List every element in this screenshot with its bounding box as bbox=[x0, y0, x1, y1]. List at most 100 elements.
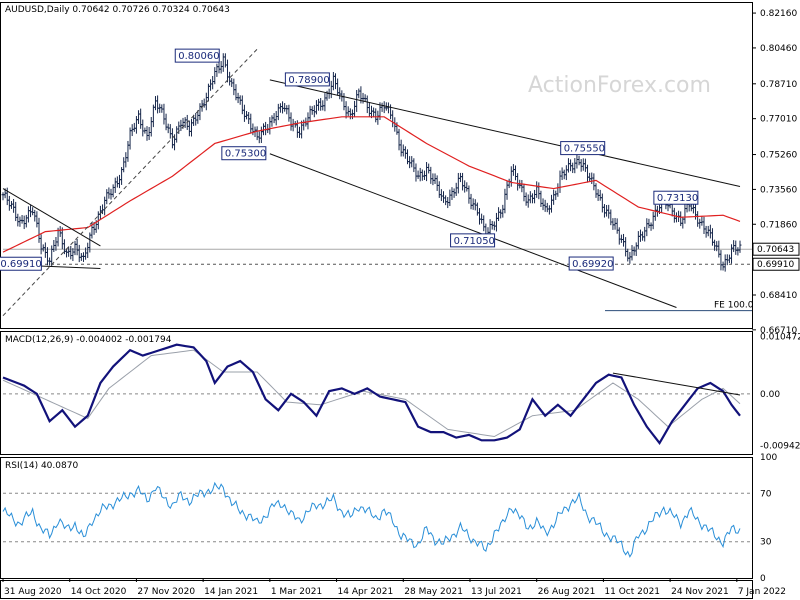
watermark-text: ActionForex.com bbox=[528, 73, 711, 98]
ohlc-bar bbox=[73, 240, 77, 256]
ohlc-bar bbox=[450, 187, 454, 200]
ohlc-bar bbox=[71, 248, 75, 262]
ohlc-bar bbox=[189, 118, 193, 137]
ohlc-bar bbox=[497, 207, 501, 222]
ohlc-bar bbox=[14, 201, 18, 222]
ohlc-bar bbox=[600, 193, 604, 213]
ohlc-bar bbox=[18, 216, 22, 227]
ohlc-bar bbox=[727, 254, 731, 264]
ohlc-bar bbox=[365, 95, 369, 114]
annotation-box bbox=[284, 72, 330, 87]
price-ytick-label: 0.71860 bbox=[760, 220, 797, 230]
x-tick-label: 14 Oct 2020 bbox=[71, 587, 127, 597]
annotation-label: 0.73130 bbox=[657, 193, 698, 204]
ohlc-bar bbox=[145, 126, 149, 141]
ohlc-bar bbox=[16, 213, 20, 227]
ohlc-bar bbox=[478, 208, 482, 225]
ohlc-bar bbox=[566, 158, 570, 173]
ohlc-bar bbox=[505, 180, 509, 200]
ohlc-bar bbox=[357, 88, 361, 99]
ohlc-bar bbox=[526, 194, 530, 208]
ohlc-bar bbox=[338, 87, 342, 100]
rsi-ytick-label: 70 bbox=[760, 489, 772, 499]
ohlc-bar bbox=[111, 184, 115, 198]
ohlc-bar bbox=[7, 195, 11, 211]
annotation-box bbox=[0, 256, 42, 271]
annotation-label: 0.75300 bbox=[225, 149, 266, 160]
ohlc-bar bbox=[514, 165, 518, 181]
ohlc-bar bbox=[617, 227, 621, 245]
ohlc-bar bbox=[240, 95, 244, 115]
ohlc-bar bbox=[420, 169, 424, 181]
ohlc-bar bbox=[81, 252, 85, 262]
ohlc-bar bbox=[211, 75, 215, 90]
ohlc-bar bbox=[602, 204, 606, 218]
ohlc-bar bbox=[376, 110, 380, 125]
ohlc-bar bbox=[232, 78, 236, 96]
ohlc-bar bbox=[554, 190, 558, 200]
ohlc-bar bbox=[331, 71, 335, 91]
moving-average-line bbox=[2, 116, 741, 253]
ohlc-bar bbox=[429, 166, 433, 184]
ohlc-bar bbox=[418, 167, 422, 182]
ohlc-bar bbox=[22, 215, 26, 230]
ohlc-bar bbox=[698, 218, 702, 229]
ohlc-bar bbox=[456, 172, 460, 194]
ohlc-bar bbox=[79, 253, 83, 261]
ohlc-bar bbox=[9, 200, 13, 209]
ohlc-bar bbox=[242, 104, 246, 122]
ohlc-bar bbox=[217, 61, 221, 74]
annotation-box bbox=[174, 48, 220, 63]
ohlc-bar bbox=[289, 112, 293, 131]
ohlc-bar bbox=[552, 189, 556, 205]
ohlc-bar bbox=[302, 119, 306, 131]
ohlc-bar bbox=[274, 111, 278, 126]
ohlc-bar bbox=[638, 229, 642, 242]
ohlc-bar bbox=[543, 199, 547, 212]
ohlc-bar bbox=[628, 251, 632, 264]
ohlc-bar bbox=[482, 215, 486, 232]
macd-signal-line bbox=[2, 349, 741, 438]
ohlc-bar bbox=[86, 242, 90, 258]
price-trendline bbox=[2, 188, 101, 247]
ohlc-bar bbox=[704, 225, 708, 238]
ohlc-bar bbox=[43, 242, 47, 258]
ohlc-bar bbox=[683, 203, 687, 224]
ohlc-bar bbox=[194, 112, 198, 126]
annotation-box bbox=[568, 256, 614, 271]
ohlc-bar bbox=[732, 240, 736, 253]
annotation-label: 0.71050 bbox=[454, 236, 495, 247]
ohlc-bar bbox=[113, 177, 117, 193]
ohlc-bar bbox=[20, 214, 24, 224]
macd-trendline bbox=[612, 372, 741, 396]
ohlc-bar bbox=[615, 218, 619, 234]
ohlc-bar bbox=[251, 123, 255, 136]
ohlc-bar bbox=[306, 112, 310, 130]
ohlc-bar bbox=[507, 178, 511, 189]
ohlc-bar bbox=[469, 193, 473, 210]
ohlc-bar bbox=[134, 116, 138, 134]
ohlc-bar bbox=[522, 183, 526, 202]
ohlc-bar bbox=[278, 103, 282, 113]
ohlc-bar bbox=[353, 100, 357, 118]
x-tick-label: 27 Nov 2020 bbox=[137, 587, 195, 597]
ohlc-bar bbox=[115, 176, 119, 188]
ohlc-bar bbox=[344, 101, 348, 119]
ohlc-bar bbox=[533, 189, 537, 204]
ohlc-bar bbox=[431, 173, 435, 186]
ohlc-bar bbox=[314, 100, 318, 115]
ohlc-bar bbox=[255, 126, 259, 141]
annotation-label: 0.75550 bbox=[564, 144, 605, 155]
ohlc-bar bbox=[537, 182, 541, 200]
ohlc-bar bbox=[333, 73, 337, 90]
annotation-box bbox=[653, 190, 699, 205]
ohlc-bar bbox=[187, 120, 191, 137]
ohlc-bar bbox=[268, 117, 272, 135]
ohlc-bar bbox=[270, 115, 274, 127]
ohlc-bar bbox=[139, 108, 143, 129]
ohlc-bar bbox=[105, 189, 109, 205]
x-tick-label: 28 May 2021 bbox=[404, 587, 463, 597]
x-tick-label: 24 Nov 2021 bbox=[671, 587, 729, 597]
ohlc-bar bbox=[721, 261, 725, 271]
